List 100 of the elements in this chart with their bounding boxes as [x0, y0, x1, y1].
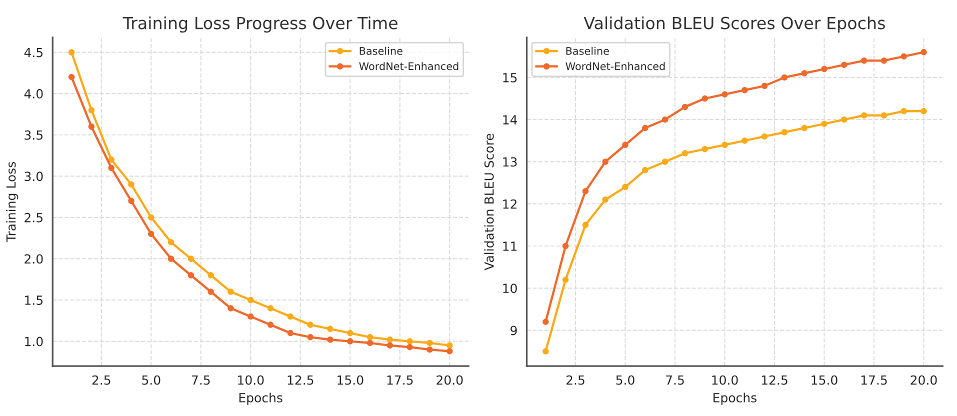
point: [426, 340, 433, 346]
point: [148, 230, 154, 238]
point: [287, 330, 294, 336]
y-axis-title: Validation BLEU Score: [484, 134, 494, 270]
x-tick-label: 2.5: [92, 375, 110, 385]
point: [821, 66, 828, 72]
point: [88, 106, 95, 114]
point: [682, 104, 688, 110]
point: [900, 108, 907, 114]
point: [327, 326, 334, 332]
point: [562, 242, 569, 250]
y-tick-label: 10: [503, 284, 517, 294]
point: [108, 156, 114, 163]
legend-label: WordNet-Enhanced: [566, 62, 665, 70]
x-tick-label: 7.5: [192, 375, 210, 385]
point: [188, 256, 194, 262]
point: [168, 239, 174, 246]
point: [208, 272, 214, 278]
x-tick-label: 10.0: [238, 375, 264, 385]
point: [682, 150, 688, 156]
point: [761, 82, 768, 90]
point: [228, 288, 234, 295]
point: [248, 296, 254, 304]
point: [722, 91, 728, 98]
x-tick-label: 15.0: [338, 375, 364, 385]
point: [446, 348, 453, 354]
point: [366, 334, 374, 340]
point: [841, 116, 848, 123]
x-tick-label: 5.0: [616, 375, 634, 385]
legend-label: Baseline: [566, 46, 609, 55]
y-tick-label: 3.5: [24, 130, 43, 140]
point: [148, 214, 154, 221]
y-tick-label: 13: [503, 157, 517, 167]
point: [347, 338, 354, 344]
point: [801, 70, 808, 76]
point: [742, 138, 748, 144]
point: [761, 133, 768, 140]
point: [347, 330, 354, 336]
x-tick-label: 5.0: [142, 375, 160, 385]
point: [860, 57, 868, 64]
point: [267, 305, 274, 312]
point: [287, 313, 294, 320]
point: [248, 313, 254, 320]
point: [188, 272, 194, 278]
point: [128, 181, 134, 188]
point: [307, 322, 314, 328]
point: [722, 142, 728, 148]
point: [582, 222, 589, 228]
y-tick-label: 12: [503, 199, 516, 209]
point: [880, 57, 888, 64]
point: [267, 322, 274, 328]
point: [406, 344, 413, 350]
legend-label: WordNet-Enhanced: [359, 62, 458, 70]
point: [781, 129, 788, 136]
y-tick-label: 15: [503, 73, 517, 82]
point: [702, 146, 708, 152]
x-axis-title: Epochs: [239, 392, 282, 405]
x-tick-label: 15.0: [812, 375, 838, 385]
point: [386, 336, 394, 343]
x-tick-label: 20.0: [910, 375, 937, 385]
y-tick-label: 2.5: [24, 212, 43, 222]
point: [602, 158, 608, 165]
point: [900, 53, 907, 60]
chart-title: Training Loss Progress Over Time: [122, 16, 398, 33]
y-tick-label: 4.5: [24, 48, 43, 58]
point: [801, 124, 808, 132]
point: [920, 49, 927, 56]
x-axis-title: Epochs: [714, 392, 756, 405]
point: [702, 95, 708, 102]
point: [307, 334, 314, 340]
point: [88, 123, 95, 130]
point: [821, 120, 828, 127]
point: [128, 198, 134, 204]
y-tick-label: 11: [503, 242, 517, 251]
point: [742, 86, 748, 94]
point: [920, 108, 927, 114]
point: [542, 348, 549, 354]
x-tick-label: 7.5: [666, 375, 684, 385]
x-tick-label: 12.5: [762, 375, 788, 385]
point: [446, 342, 453, 349]
y-tick-label: 2.0: [24, 254, 43, 264]
point: [406, 338, 413, 344]
point: [168, 256, 174, 262]
point: [662, 158, 668, 165]
point: [880, 112, 888, 119]
point: [642, 167, 648, 174]
y-tick-label: 3.0: [24, 172, 43, 182]
y-tick-label: 1.0: [25, 336, 43, 346]
point: [781, 74, 788, 81]
point: [386, 342, 394, 349]
point: [662, 116, 668, 123]
point: [208, 288, 214, 295]
point: [542, 318, 549, 325]
y-tick-label: 4.0: [24, 89, 43, 99]
point: [841, 62, 848, 68]
point: [68, 49, 75, 56]
point: [68, 74, 75, 80]
point: [228, 305, 234, 312]
point: [562, 276, 569, 283]
point: [108, 164, 114, 172]
